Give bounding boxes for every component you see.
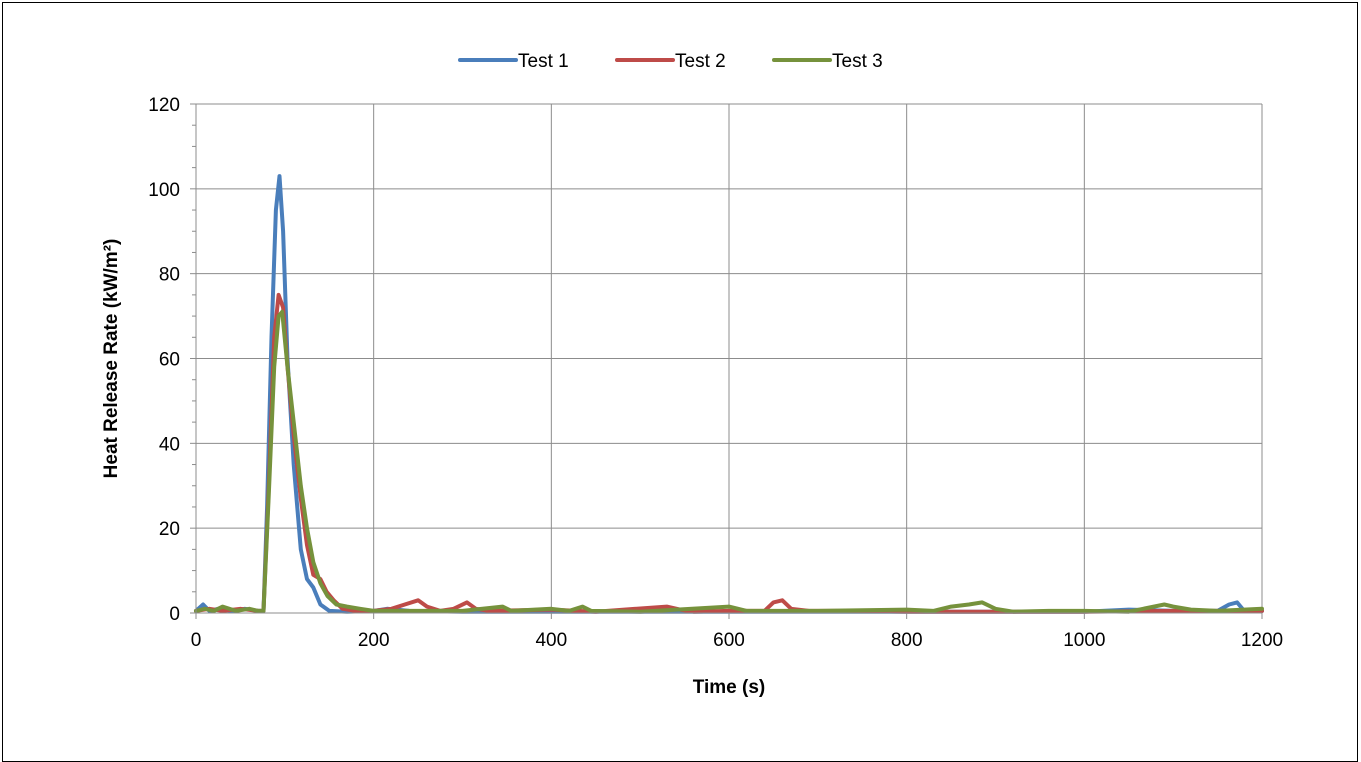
x-axis-title: Time (s) — [693, 677, 766, 698]
x-tick-label: 200 — [358, 630, 390, 651]
x-tick-label: 400 — [535, 630, 567, 651]
x-tick-label: 800 — [891, 630, 923, 651]
legend-label-3: Test 3 — [832, 51, 883, 72]
y-tick-label: 0 — [169, 604, 180, 625]
y-tick-label: 80 — [159, 265, 180, 286]
x-tick-label: 1000 — [1063, 630, 1105, 651]
y-tick-label: 60 — [159, 350, 180, 371]
x-tick-labels: 0 200 400 600 800 1000 1200 — [191, 630, 1283, 651]
legend: Test 1 Test 2 Test 3 — [458, 51, 883, 72]
y-tick-label: 120 — [148, 95, 180, 116]
x-tick-label: 1200 — [1241, 630, 1283, 651]
axes — [190, 103, 1263, 619]
y-tick-labels: 0 20 40 60 80 100 120 — [148, 95, 180, 625]
x-tick-label: 0 — [191, 630, 202, 651]
legend-label-1: Test 1 — [518, 51, 569, 72]
y-axis-title: Heat Release Rate (kW/m²) — [101, 239, 122, 479]
y-tick-label: 100 — [148, 180, 180, 201]
series-line-2 — [194, 292, 1264, 614]
x-tick-label: 600 — [713, 630, 745, 651]
grid-lines — [196, 103, 1263, 613]
series-layer — [194, 174, 1264, 614]
legend-label-2: Test 2 — [675, 51, 726, 72]
y-tick-label: 20 — [159, 519, 180, 540]
y-tick-label: 40 — [159, 434, 180, 455]
series-line-3 — [194, 309, 1264, 614]
